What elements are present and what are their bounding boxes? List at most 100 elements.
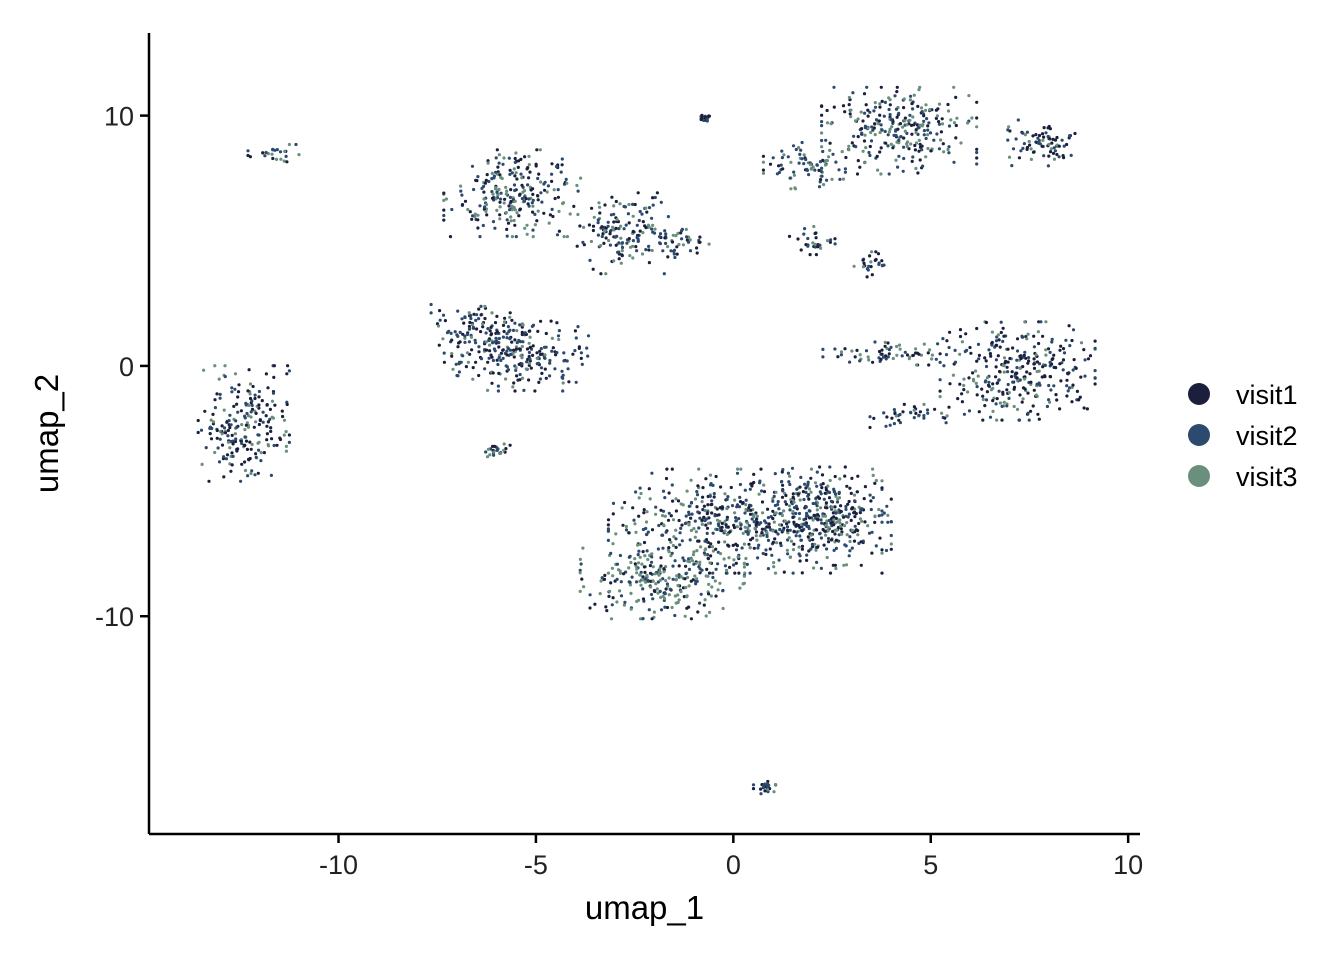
point-visit2: [975, 162, 979, 166]
point-visit1: [977, 353, 982, 357]
point-visit1: [858, 510, 862, 515]
point-visit2: [804, 514, 809, 518]
point-visit1: [991, 382, 995, 386]
point-visit3: [839, 524, 843, 528]
point-visit2: [852, 134, 856, 138]
point-visit3: [492, 450, 496, 454]
point-visit2: [745, 562, 749, 567]
point-visit2: [734, 519, 738, 523]
point-visit2: [1083, 358, 1087, 362]
point-visit1: [828, 141, 832, 145]
point-visit3: [662, 524, 666, 528]
point-visit2: [579, 562, 583, 566]
point-visit2: [837, 533, 841, 537]
point-visit1: [531, 353, 535, 357]
point-visit1: [787, 234, 792, 238]
point-visit1: [981, 394, 985, 398]
point-visit1: [995, 343, 999, 347]
point-visit2: [1021, 131, 1025, 135]
point-visit1: [994, 365, 998, 369]
point-visit1: [248, 396, 253, 401]
point-visit1: [791, 515, 795, 520]
point-visit2: [889, 345, 893, 349]
point-visit3: [662, 570, 666, 574]
point-visit3: [658, 566, 662, 571]
point-visit1: [1006, 360, 1010, 364]
point-visit2: [550, 172, 554, 176]
point-visit2: [1093, 369, 1097, 373]
point-visit2: [658, 232, 663, 236]
point-visit3: [651, 565, 655, 569]
point-visit2: [776, 503, 780, 507]
point-visit1: [215, 392, 219, 396]
point-visit1: [257, 422, 261, 427]
point-visit1: [869, 265, 873, 269]
point-visit3: [789, 539, 794, 543]
point-visit3: [917, 138, 921, 142]
point-visit3: [889, 142, 893, 146]
point-visit1: [557, 229, 562, 233]
point-visit2: [513, 321, 517, 325]
point-visit3: [640, 252, 645, 256]
point-visit1: [468, 320, 472, 325]
point-visit2: [880, 520, 884, 524]
point-visit2: [624, 223, 628, 227]
point-visit2: [917, 413, 921, 417]
point-visit3: [692, 527, 696, 531]
point-visit3: [877, 507, 881, 512]
point-visit1: [707, 545, 712, 549]
point-visit1: [696, 484, 700, 488]
point-visit1: [975, 393, 979, 397]
point-visit2: [530, 201, 534, 205]
point-visit2: [556, 334, 561, 338]
point-visit2: [837, 168, 841, 172]
point-visit1: [915, 123, 920, 127]
point-visit3: [825, 555, 829, 560]
point-visit2: [661, 546, 665, 550]
point-visit2: [273, 148, 277, 152]
point-visit1: [264, 414, 268, 418]
point-visit2: [1027, 356, 1031, 360]
point-visit1: [262, 451, 266, 455]
point-visit3: [514, 171, 518, 175]
point-visit1: [537, 380, 541, 384]
point-visit2: [1011, 380, 1015, 384]
point-visit3: [498, 451, 503, 455]
point-visit2: [777, 507, 781, 511]
point-visit3: [536, 209, 540, 213]
point-visit2: [819, 518, 823, 522]
point-visit3: [856, 533, 860, 537]
point-visit1: [621, 523, 625, 527]
point-visit2: [800, 140, 804, 145]
point-visit1: [1017, 156, 1022, 160]
point-visit3: [666, 245, 670, 249]
point-visit3: [674, 577, 679, 582]
point-visit2: [477, 317, 481, 321]
point-visit3: [797, 146, 801, 150]
point-visit2: [609, 551, 613, 556]
x-axis-ticks: -10 -5 0 5 10: [319, 834, 1143, 880]
point-visit3: [866, 126, 870, 130]
point-visit2: [813, 245, 818, 249]
point-visit3: [547, 221, 551, 225]
point-visit2: [513, 188, 517, 193]
point-visit3: [627, 202, 631, 207]
point-visit2: [474, 318, 478, 322]
point-visit2: [804, 505, 808, 509]
point-visit3: [725, 568, 729, 573]
point-visit2: [912, 416, 916, 420]
point-visit3: [840, 150, 844, 154]
point-visit2: [617, 241, 621, 245]
point-visit3: [228, 446, 232, 450]
point-visit2: [469, 313, 473, 318]
point-visit2: [606, 220, 610, 224]
point-visit3: [675, 574, 679, 578]
point-visit3: [504, 377, 508, 381]
point-visit2: [496, 362, 500, 367]
point-visit2: [837, 490, 841, 494]
point-visit2: [857, 541, 861, 546]
point-visit1: [1015, 376, 1019, 380]
point-visit3: [282, 433, 286, 437]
point-visit2: [802, 162, 806, 166]
